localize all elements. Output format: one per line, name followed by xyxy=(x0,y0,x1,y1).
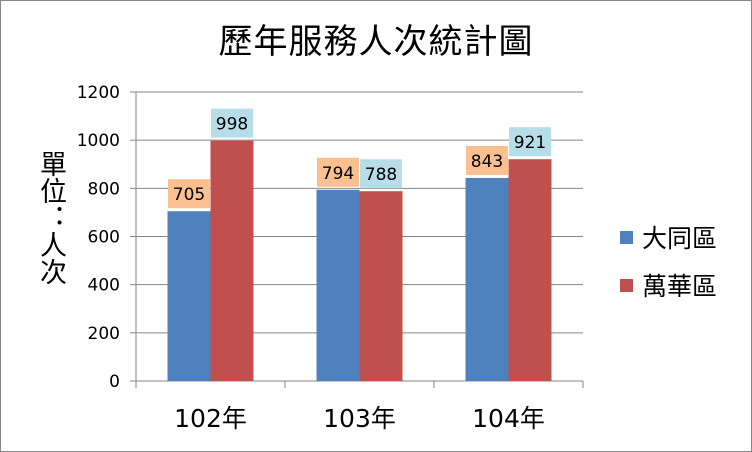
data-label-bg xyxy=(317,157,359,187)
y-axis-label: 單位：人次 xyxy=(35,150,66,285)
data-label-daton: 843 xyxy=(471,152,503,172)
x-tick-label: 103年 xyxy=(323,404,396,433)
data-label-wanhua: 921 xyxy=(514,133,546,153)
data-label-daton: 794 xyxy=(322,164,354,184)
chart-title: 歷年服務人次統計圖 xyxy=(218,22,534,62)
bar-daton xyxy=(167,211,211,381)
bar-daton xyxy=(465,177,509,381)
y-tick-label: 600 xyxy=(88,228,120,248)
data-label-wanhua: 788 xyxy=(365,165,397,185)
data-label-bg xyxy=(360,159,402,189)
y-tick-label: 800 xyxy=(88,179,120,199)
y-tick-label: 0 xyxy=(109,372,120,392)
bar-wanhua xyxy=(359,191,403,381)
data-label-bg xyxy=(466,145,508,175)
bar-wanhua xyxy=(210,140,254,381)
bar-wanhua xyxy=(508,159,552,381)
y-tick-label: 1000 xyxy=(77,131,120,151)
y-tick-label: 1200 xyxy=(77,83,120,103)
legend-swatch-wanhua xyxy=(620,278,633,292)
data-label-bg xyxy=(509,127,551,157)
legend-label-wanhua: 萬華區 xyxy=(642,272,718,301)
data-label-bg xyxy=(211,108,253,138)
legend-swatch-daton xyxy=(620,230,633,244)
data-label-wanhua: 998 xyxy=(216,115,248,135)
data-label-bg xyxy=(168,179,210,209)
x-tick-label: 104年 xyxy=(472,404,545,433)
y-tick-label: 400 xyxy=(88,276,120,296)
x-tick-label: 102年 xyxy=(174,404,247,433)
legend-item-wanhua: 萬華區 xyxy=(620,270,718,301)
y-tick-label: 200 xyxy=(88,324,120,344)
legend-item-daton: 大同區 xyxy=(620,222,718,253)
bar-daton xyxy=(316,189,360,381)
data-label-daton: 705 xyxy=(173,185,205,205)
legend-label-daton: 大同區 xyxy=(642,224,718,253)
